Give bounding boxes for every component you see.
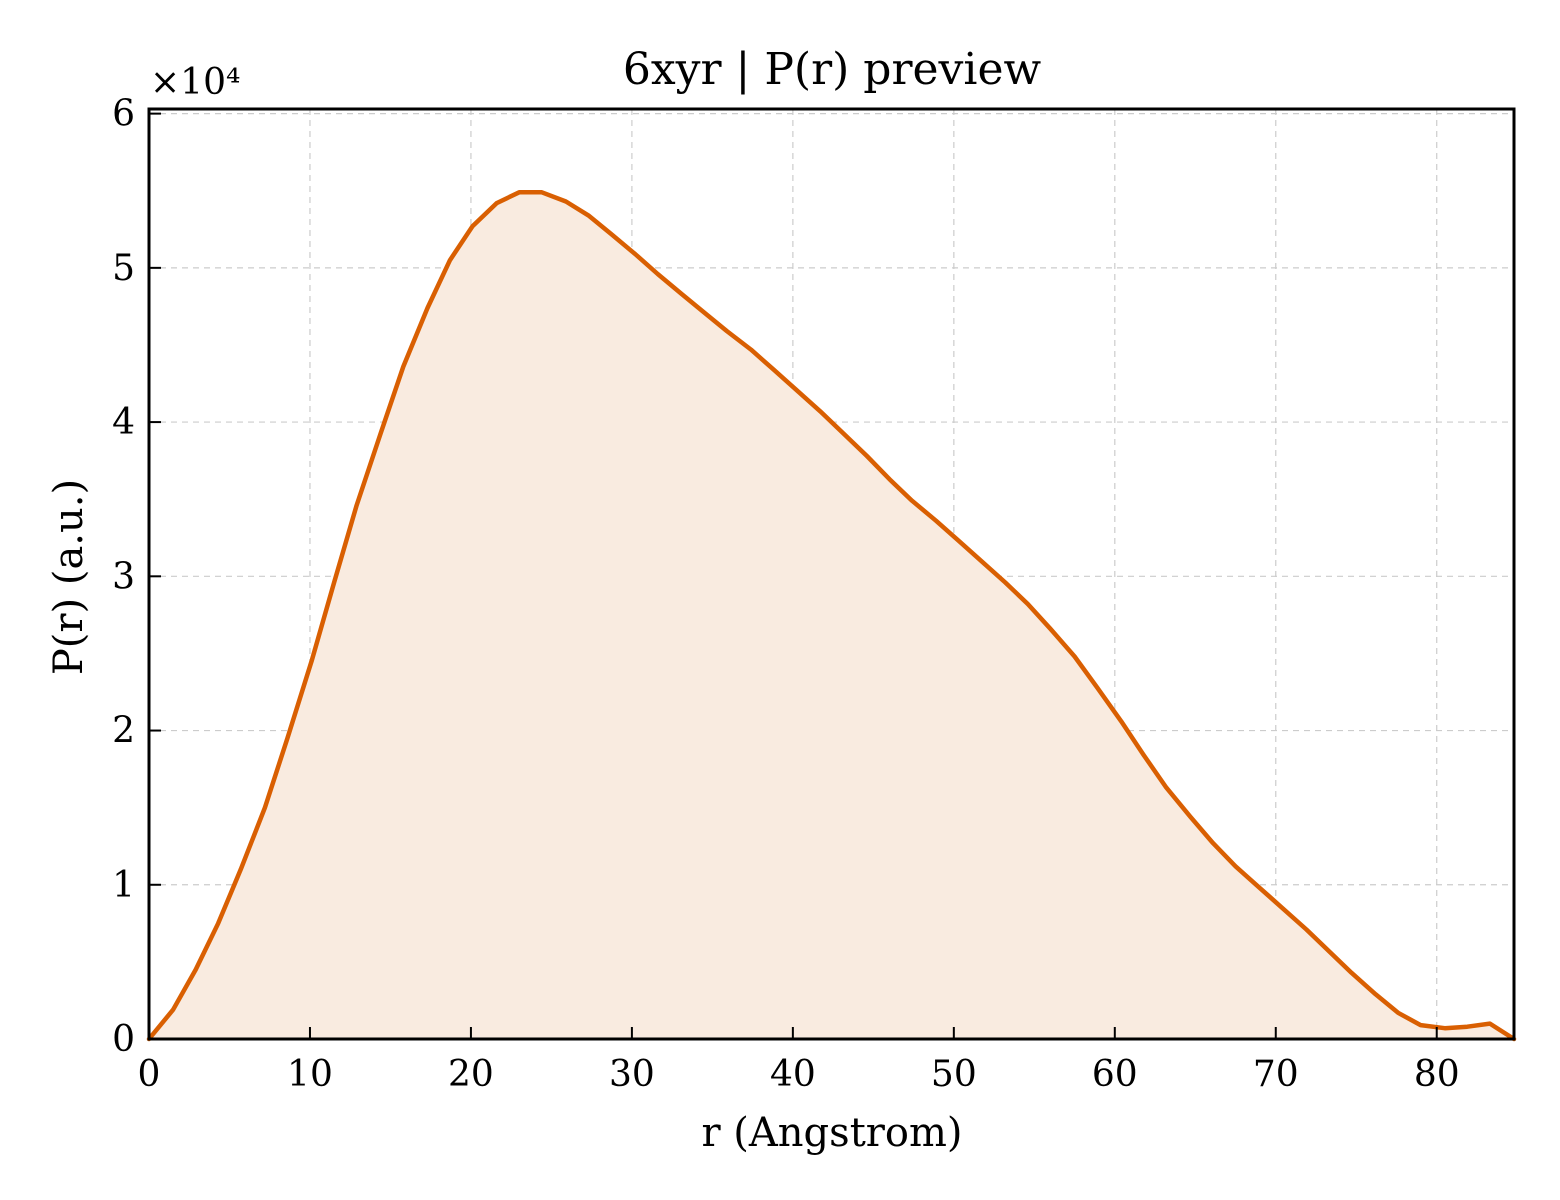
y-axis-ticks: 0 1 2 3 4 5 6 (112, 94, 161, 1060)
series-area-fill (149, 192, 1514, 1040)
x-tick-label: 40 (770, 1054, 816, 1095)
x-tick-label: 60 (1092, 1054, 1138, 1095)
y-tick-label: 3 (112, 556, 135, 597)
x-axis-label: r (Angstrom) (701, 1110, 962, 1156)
plot-frame (147, 107, 1516, 1041)
x-tick-label: 30 (609, 1054, 655, 1095)
x-tick-label: 70 (1253, 1054, 1299, 1095)
y-tick-label: 2 (112, 711, 135, 752)
y-tick-label: 6 (112, 94, 135, 135)
x-axis-ticks: 0 10 20 30 40 50 60 70 80 (138, 1027, 1460, 1095)
y-tick-label: 5 (112, 248, 135, 289)
series-line (146, 190, 1517, 1042)
x-tick-label: 10 (287, 1054, 333, 1095)
x-tick-label: 20 (448, 1054, 494, 1095)
x-tick-label: 50 (931, 1054, 977, 1095)
y-tick-label: 0 (112, 1019, 135, 1060)
x-tick-label: 0 (138, 1054, 161, 1095)
y-tick-label: 4 (112, 402, 135, 443)
y-axis-label: P(r) (a.u.) (46, 479, 92, 675)
x-tick-label: 80 (1414, 1054, 1460, 1095)
y-tick-label: 1 (112, 865, 135, 906)
y-multiplier-label: ×10⁴ (150, 62, 240, 103)
chart-title: 6xyr | P(r) preview (623, 44, 1042, 95)
